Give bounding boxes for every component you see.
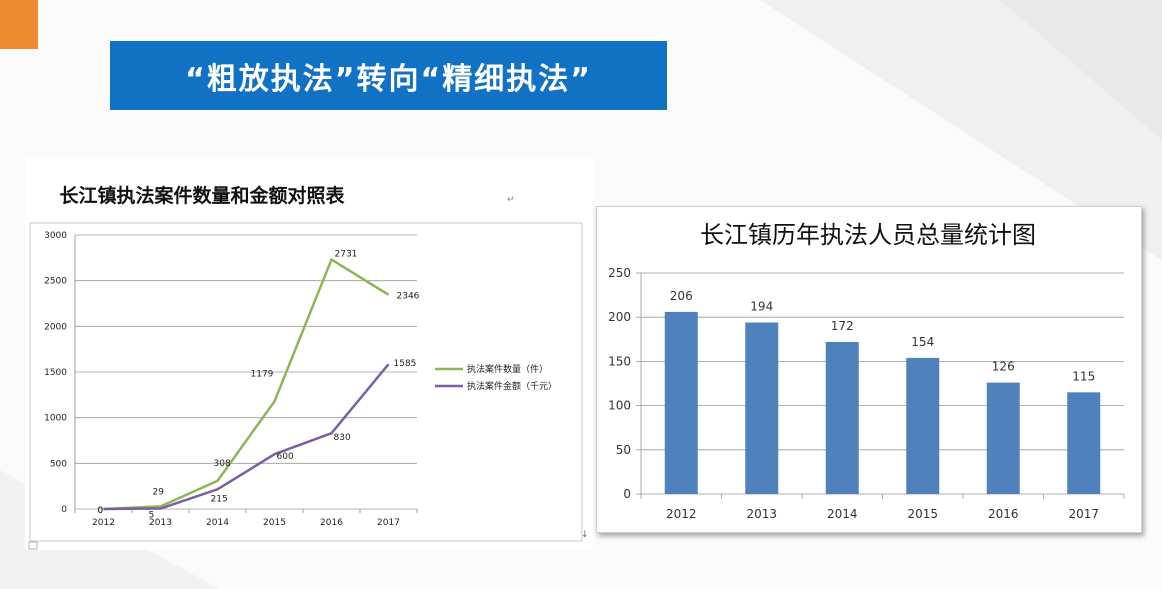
legend-label: 执法案件金额（千元） [467, 380, 557, 392]
line-chart-frame [29, 222, 583, 542]
data-label: 115 [1072, 369, 1095, 383]
data-label: 2731 [335, 250, 358, 260]
paragraph-mark-icon: ↓ [581, 530, 589, 540]
data-label: 1585 [394, 359, 417, 369]
data-label: 206 [670, 289, 693, 303]
data-label: 0 [98, 506, 104, 516]
data-label: 600 [277, 452, 294, 462]
data-label: 154 [911, 335, 934, 349]
y-tick-label: 250 [608, 266, 631, 280]
y-tick-label: 2500 [44, 277, 67, 287]
bar-chart-title: 长江镇历年执法人员总量统计图 [700, 221, 1036, 249]
line-chart-title: 长江镇执法案件数量和金额对照表 [59, 184, 345, 207]
series-line [103, 258, 390, 511]
x-tick-label: 2014 [206, 518, 229, 528]
x-tick-label: 2013 [746, 507, 777, 521]
x-tick-label: 2015 [263, 518, 286, 528]
bar [1067, 392, 1101, 494]
y-tick-label: 150 [608, 354, 631, 368]
legend-label: 执法案件数量（件） [467, 363, 548, 375]
y-tick-label: 0 [623, 487, 631, 501]
y-tick-label: 100 [608, 399, 631, 413]
x-tick-label: 2015 [907, 507, 938, 521]
bar-chart-panel: 长江镇历年执法人员总量统计图 0 50 100 150 200 250 2012 2013 20… [596, 206, 1142, 533]
x-tick-label: 2012 [666, 507, 697, 521]
x-tick-label: 2017 [1068, 507, 1099, 521]
line-chart-panel: 长江镇执法案件数量和金额对照表 ↵ 0 500 1000 1500 2000 2500 30… [25, 157, 593, 550]
data-label: 5 [149, 511, 155, 521]
data-label: 29 [153, 487, 165, 497]
y-tick-label: 500 [50, 459, 67, 469]
data-label: 308 [214, 459, 231, 469]
data-label: 0 [98, 506, 104, 516]
y-tick-label: 2000 [44, 322, 67, 332]
bar [745, 322, 779, 494]
y-tick-label: 0 [61, 505, 67, 515]
y-tick-label: 50 [616, 443, 631, 457]
x-tick-label: 2014 [827, 507, 858, 521]
bar [906, 357, 940, 494]
y-tick-label: 1000 [44, 414, 67, 424]
slide-title: “粗放执法”转向“精细执法” [110, 41, 667, 110]
paragraph-mark-icon: ↵ [507, 195, 515, 205]
anchor-icon [28, 541, 38, 550]
data-label: 1179 [251, 369, 274, 379]
series-line [103, 363, 390, 511]
x-tick-label: 2017 [377, 518, 400, 528]
y-tick-label: 1500 [44, 368, 67, 378]
line-chart: 长江镇执法案件数量和金额对照表 ↵ 0 500 1000 1500 2000 2500 30… [28, 184, 589, 550]
data-label: 2346 [397, 292, 420, 302]
data-label: 194 [750, 300, 773, 314]
bar [825, 341, 859, 494]
data-label: 215 [211, 494, 228, 504]
x-tick-label: 2016 [320, 518, 343, 528]
y-tick-label: 3000 [44, 231, 67, 241]
y-tick-label: 200 [608, 310, 631, 324]
data-label: 830 [334, 433, 351, 443]
bar-chart: 长江镇历年执法人员总量统计图 0 50 100 150 200 250 2012 2013 20… [608, 221, 1125, 521]
data-label: 172 [831, 319, 854, 333]
x-tick-label: 2012 [92, 518, 115, 528]
bar [664, 311, 698, 494]
data-label: 126 [992, 360, 1015, 374]
x-tick-label: 2016 [988, 507, 1019, 521]
corner-accent [0, 0, 38, 49]
x-tick-label: 2013 [149, 518, 172, 528]
bar [986, 382, 1020, 494]
